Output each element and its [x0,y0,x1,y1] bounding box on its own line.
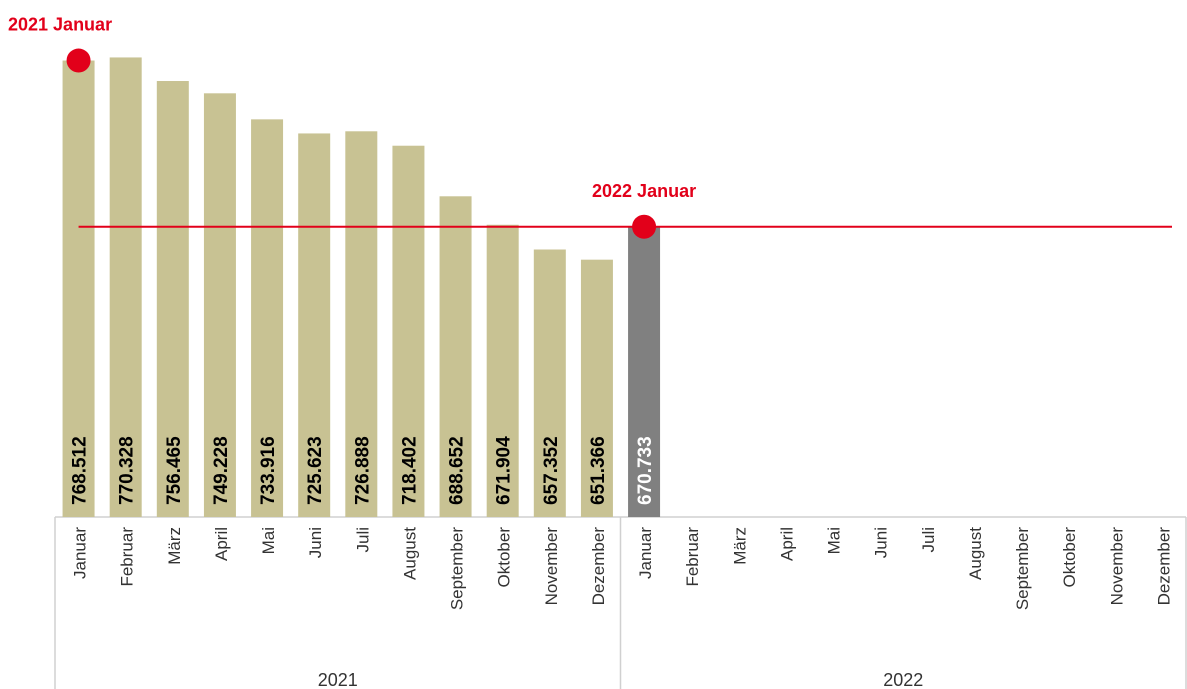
value-label: 749.228 [211,436,232,505]
x-tick-label: Oktober [1060,527,1079,588]
bar [628,226,661,517]
x-tick-label: August [966,527,985,580]
bar [109,57,142,517]
bar [580,259,613,517]
value-label: 657.352 [541,436,562,505]
bar [486,224,519,518]
value-label: 726.888 [352,436,373,505]
x-tick-label: April [777,527,796,561]
x-tick-label: Juli [919,527,938,553]
highlight-dot [632,214,657,239]
x-tick-label: Februar [118,527,137,587]
value-label: 756.465 [164,436,185,505]
value-label: 768.512 [70,436,91,505]
value-label: 733.916 [258,436,279,505]
x-tick-label: November [1107,527,1126,606]
x-tick-label: Dezember [1154,527,1173,606]
x-tick-label: September [1013,527,1032,610]
bar [392,145,425,517]
bar [533,249,566,518]
x-tick-label: Februar [683,527,702,587]
x-tick-label: September [448,527,467,610]
x-tick-label: Mai [825,527,844,554]
x-tick-label: Januar [636,527,655,579]
x-tick-label: April [212,527,231,561]
x-tick-label: Mai [259,527,278,554]
bar [62,60,95,517]
x-tick-label: März [730,527,749,565]
x-tick-label: Januar [71,527,90,579]
highlight-dot [66,48,91,73]
annotation: 2022 Januar [592,181,696,201]
bar [251,119,284,517]
value-label: 718.402 [399,436,420,505]
x-tick-label: Dezember [589,527,608,606]
x-tick-label: November [542,527,561,606]
bar [439,196,472,517]
group-label: 2021 [318,670,358,689]
value-label: 770.328 [117,436,138,505]
x-tick-label: März [165,527,184,565]
x-tick-label: Juni [306,527,325,558]
bar [298,133,331,517]
bar [345,131,378,517]
value-label: 671.904 [494,436,515,505]
bar [156,81,189,518]
x-tick-label: August [400,527,419,580]
value-label: 651.366 [588,436,609,505]
x-tick-label: Juli [353,527,372,553]
value-label: 725.623 [305,436,326,505]
annotation: 2021 Januar [8,15,112,35]
bar [203,93,236,517]
x-tick-label: Oktober [495,527,514,588]
x-tick-label: Juni [872,527,891,558]
value-label: 688.652 [447,436,468,505]
group-label: 2022 [883,670,923,689]
value-label: 670.733 [635,436,656,505]
